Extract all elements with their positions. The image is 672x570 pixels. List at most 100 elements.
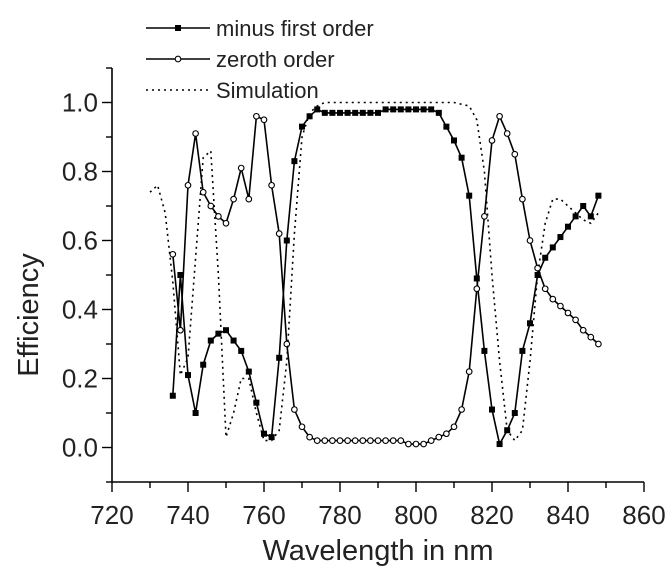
- data-point-zeroth-order: [526, 237, 534, 244]
- data-point-zeroth-order: [511, 150, 519, 158]
- data-point-zeroth-order: [230, 195, 237, 203]
- data-point-zeroth-order: [503, 130, 511, 137]
- x-tick-label: 820: [470, 500, 513, 530]
- data-point-minus-first-order: [534, 272, 541, 278]
- data-point-zeroth-order: [260, 116, 268, 124]
- data-point-zeroth-order: [169, 250, 177, 258]
- data-point-minus-first-order: [565, 223, 571, 230]
- data-point-minus-first-order: [420, 106, 427, 113]
- y-tick-label: 0.6: [62, 226, 98, 256]
- data-point-zeroth-order: [351, 437, 359, 444]
- legend-item-simulation: Simulation: [146, 78, 319, 103]
- data-point-minus-first-order: [283, 237, 290, 244]
- data-point-zeroth-order: [184, 181, 192, 189]
- series-minus-first-order: [169, 106, 602, 448]
- y-tick-label: 0.8: [62, 157, 98, 187]
- data-point-zeroth-order: [481, 213, 488, 220]
- data-point-minus-first-order: [314, 106, 321, 113]
- data-point-zeroth-order: [587, 333, 595, 341]
- data-point-minus-first-order: [215, 330, 222, 337]
- data-point-minus-first-order: [413, 106, 419, 113]
- data-point-zeroth-order: [450, 423, 458, 431]
- data-point-minus-first-order: [481, 347, 488, 354]
- data-point-minus-first-order: [451, 137, 457, 144]
- data-point-minus-first-order: [337, 109, 343, 116]
- data-point-minus-first-order: [587, 213, 594, 220]
- data-point-zeroth-order: [215, 213, 222, 220]
- data-point-minus-first-order: [428, 106, 435, 113]
- data-point-minus-first-order: [527, 320, 533, 327]
- data-point-zeroth-order: [374, 437, 382, 444]
- data-point-zeroth-order: [488, 137, 496, 144]
- data-point-minus-first-order: [230, 337, 237, 344]
- x-tick-label: 740: [166, 500, 209, 530]
- data-point-zeroth-order: [412, 440, 420, 448]
- data-point-zeroth-order: [321, 437, 329, 444]
- data-point-zeroth-order: [222, 219, 230, 227]
- data-point-zeroth-order: [465, 368, 473, 375]
- data-point-zeroth-order: [382, 437, 389, 444]
- data-point-minus-first-order: [435, 109, 442, 116]
- data-point-zeroth-order: [549, 295, 557, 303]
- data-point-minus-first-order: [223, 327, 229, 334]
- data-point-minus-first-order: [306, 113, 313, 120]
- data-point-zeroth-order: [397, 437, 405, 444]
- y-tick-label: 0.0: [62, 433, 98, 463]
- data-point-minus-first-order: [580, 203, 587, 209]
- series-line-minus-first-order: [172, 108, 600, 447]
- legend-item-minus-first-order: minus first order: [146, 16, 374, 41]
- data-point-zeroth-order: [473, 285, 481, 293]
- data-point-zeroth-order: [177, 326, 184, 334]
- data-point-zeroth-order: [579, 326, 587, 334]
- y-axis-title: Efficiency: [13, 253, 45, 377]
- data-point-minus-first-order: [397, 106, 404, 113]
- data-point-zeroth-order: [443, 430, 450, 438]
- data-point-zeroth-order: [458, 406, 465, 413]
- data-point-minus-first-order: [245, 368, 252, 375]
- legend-marker-zeroth-order: [174, 55, 182, 63]
- data-point-zeroth-order: [389, 437, 397, 444]
- data-point-zeroth-order: [541, 285, 549, 293]
- data-point-zeroth-order: [313, 437, 321, 444]
- data-point-minus-first-order: [238, 347, 245, 354]
- data-point-minus-first-order: [443, 123, 450, 130]
- data-point-minus-first-order: [595, 192, 602, 199]
- data-point-zeroth-order: [275, 230, 283, 237]
- data-point-zeroth-order: [435, 433, 443, 441]
- data-point-minus-first-order: [329, 109, 336, 116]
- data-point-zeroth-order: [519, 195, 526, 203]
- data-point-minus-first-order: [276, 354, 283, 361]
- axes: 720 740 760 780 800 820 840 860 0.0 0.2 0.4 0.6 0.8 1…: [62, 67, 666, 530]
- data-point-zeroth-order: [306, 433, 313, 441]
- data-point-minus-first-order: [549, 244, 556, 251]
- data-point-minus-first-order: [557, 234, 564, 241]
- data-point-minus-first-order: [511, 410, 518, 416]
- x-axis-title: Wavelength in nm: [262, 535, 493, 567]
- data-point-minus-first-order: [268, 434, 275, 441]
- data-point-minus-first-order: [458, 154, 465, 161]
- x-tick-label: 840: [546, 500, 589, 530]
- x-tick-label: 860: [622, 500, 665, 530]
- data-point-minus-first-order: [359, 109, 366, 116]
- data-point-minus-first-order: [382, 106, 389, 113]
- data-point-zeroth-order: [192, 130, 199, 137]
- data-point-zeroth-order: [564, 309, 572, 317]
- data-point-zeroth-order: [253, 112, 260, 120]
- data-point-zeroth-order: [595, 340, 602, 348]
- data-point-minus-first-order: [390, 106, 397, 113]
- data-point-minus-first-order: [207, 337, 214, 344]
- y-tick-label: 1.0: [62, 88, 98, 118]
- data-point-minus-first-order: [572, 213, 579, 220]
- data-point-zeroth-order: [496, 112, 503, 120]
- data-point-minus-first-order: [519, 347, 526, 354]
- data-point-minus-first-order: [261, 430, 267, 437]
- data-point-zeroth-order: [291, 406, 298, 413]
- data-point-minus-first-order: [291, 158, 298, 165]
- legend-label-simulation: Simulation: [216, 78, 319, 103]
- data-point-zeroth-order: [199, 188, 207, 196]
- data-point-minus-first-order: [185, 372, 191, 379]
- data-point-minus-first-order: [405, 106, 412, 113]
- legend: minus first order zeroth order Simulation: [146, 16, 374, 103]
- data-point-zeroth-order: [207, 202, 215, 210]
